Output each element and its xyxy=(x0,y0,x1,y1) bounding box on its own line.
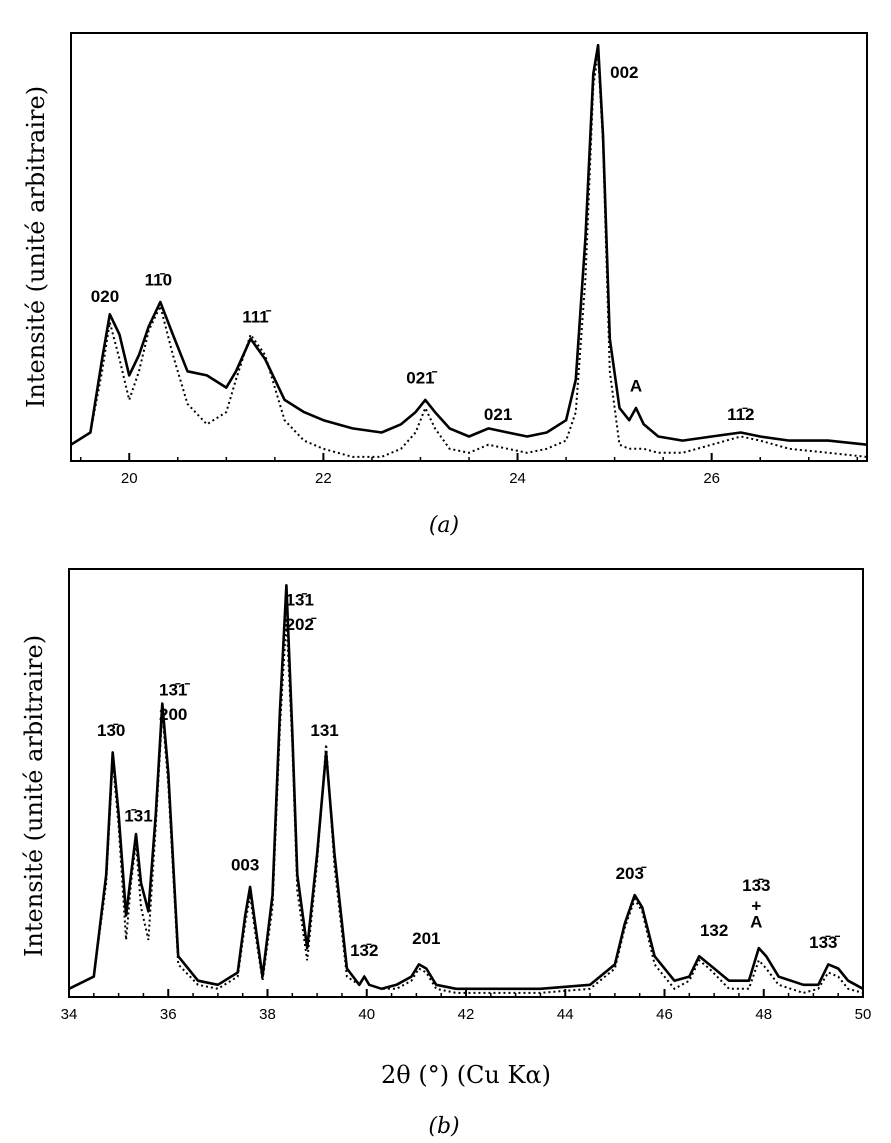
x-axis-label-b: 2θ (°) (Cu Kα) xyxy=(381,1061,551,1089)
x-tick-label: 36 xyxy=(160,1006,177,1023)
peak-label: 131 xyxy=(310,721,338,740)
panel-b: Intensité (unité arbitraire) 34 36 38 40 42 4… xyxy=(20,568,872,1139)
x-tick-label: 38 xyxy=(259,1006,276,1023)
calculated-pattern-line xyxy=(68,617,864,994)
y-axis-label-b: Intensité (unité arbitraire) xyxy=(20,635,48,957)
plot-frame-a xyxy=(70,32,868,462)
peak-label: 021 xyxy=(484,405,512,424)
panel-a: Intensité (unité arbitraire) 20 22 24 26 02… xyxy=(22,32,868,538)
x-tick-label: 46 xyxy=(656,1006,673,1023)
x-tick-label: 22 xyxy=(315,470,332,487)
peak-label: 020 xyxy=(91,287,119,306)
y-axis-label-a: Intensité (unité arbitraire) xyxy=(22,86,50,408)
peak-label: 003 xyxy=(231,856,259,875)
measured-pattern-line xyxy=(70,43,868,446)
x-tick-label: 24 xyxy=(509,470,526,487)
x-tick-label: 48 xyxy=(755,1006,772,1023)
peak-label: 1̄31 xyxy=(124,807,152,826)
peak-labels-a: 020 11̄0 111̄ 021̄ 021 002 A 11̄2 xyxy=(91,63,755,424)
peak-label: 201 xyxy=(412,929,440,948)
series-b xyxy=(68,583,864,994)
x-tick-label: 42 xyxy=(458,1006,475,1023)
peak-label: A xyxy=(750,913,762,932)
peak-labels-b: 13̄0 1̄31 13̄1̄ 200 003 13̄1 202̄ 131 13̄2 201 203… xyxy=(97,591,840,961)
caption-a: (a) xyxy=(429,513,459,538)
caption-b: (b) xyxy=(428,1114,459,1139)
peak-label: A xyxy=(630,377,642,396)
peak-label: 13̄0 xyxy=(97,721,125,740)
peak-label: 132 xyxy=(700,921,728,940)
x-tick-label: 20 xyxy=(121,470,138,487)
peak-label: 11̄2 xyxy=(727,405,754,424)
series-a xyxy=(70,43,868,458)
measured-pattern-line xyxy=(68,583,864,991)
peak-label: + xyxy=(751,896,761,915)
peak-label: 021̄ xyxy=(406,369,437,388)
x-tick-label: 34 xyxy=(61,1006,78,1023)
peak-label: 11̄0 xyxy=(145,271,172,290)
peak-label: 13̄1 xyxy=(286,591,314,610)
peak-label: 200 xyxy=(159,705,187,724)
x-tick-label: 44 xyxy=(557,1006,574,1023)
x-tick-label: 50 xyxy=(855,1006,872,1023)
x-ticks-a: 20 22 24 26 xyxy=(79,453,859,487)
peak-label: 111̄ xyxy=(242,307,271,326)
x-tick-label: 26 xyxy=(703,470,720,487)
peak-label: 13̄1̄ xyxy=(159,680,190,699)
plot-frame-b xyxy=(68,568,864,998)
calculated-pattern-line xyxy=(70,53,868,458)
x-ticks-b: 34 36 38 40 42 44 46 48 50 xyxy=(61,989,872,1023)
peak-label: 13̄2 xyxy=(350,941,378,960)
x-tick-label: 40 xyxy=(358,1006,375,1023)
peak-label: 203̄ xyxy=(616,864,647,883)
peak-label: 002 xyxy=(610,63,638,82)
peak-label: 13̄3 xyxy=(742,876,770,895)
peak-label: 13̄3̄ xyxy=(809,933,840,952)
peak-label: 202̄ xyxy=(286,615,317,634)
